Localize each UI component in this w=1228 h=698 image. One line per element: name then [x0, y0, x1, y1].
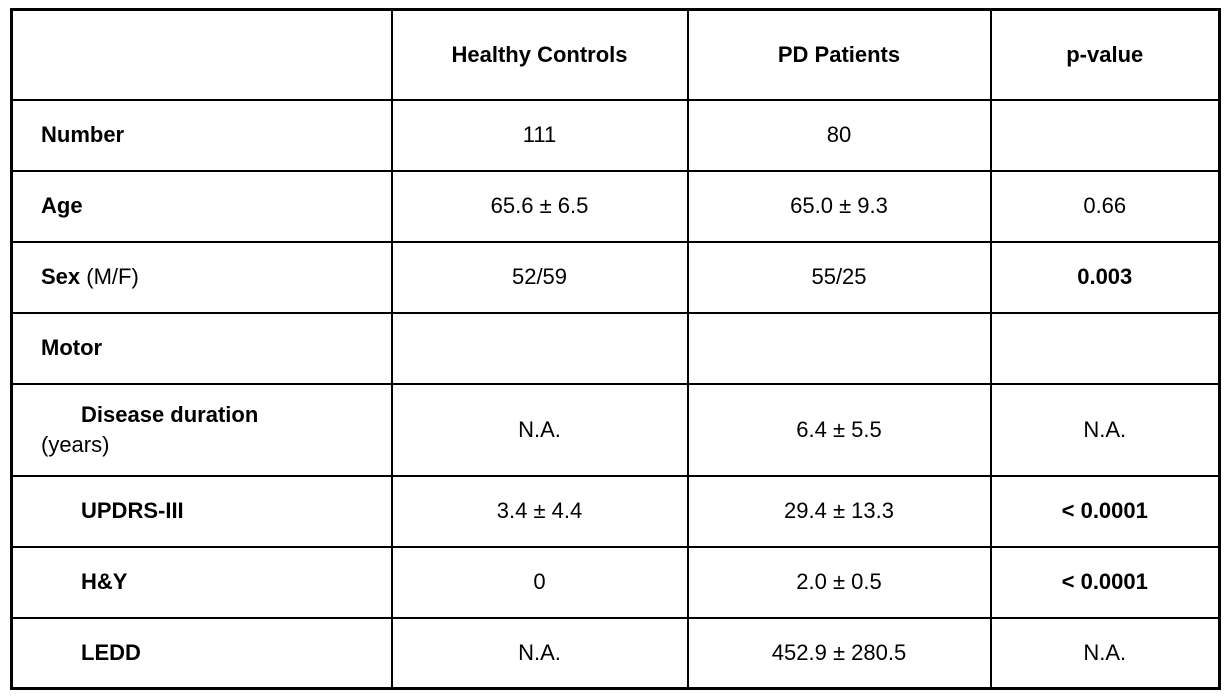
header-empty-cell — [10, 8, 393, 101]
row-label: Sex — [41, 264, 81, 289]
cell-p-value: 0.003 — [989, 240, 1221, 314]
table-row: LEDD N.A. 452.9 ± 280.5 N.A. — [10, 616, 1221, 690]
table-row: Sex (M/F) 52/59 55/25 0.003 — [10, 240, 1221, 314]
cell-healthy-controls: N.A. — [390, 382, 689, 477]
cell-healthy-controls: 3.4 ± 4.4 — [390, 474, 689, 548]
cell-pd-patients: 2.0 ± 0.5 — [686, 545, 992, 619]
cell-pd-patients: 6.4 ± 5.5 — [686, 382, 992, 477]
table-row: Motor — [10, 311, 1221, 385]
table-body: Number 111 80 Age 65.6 ± 6.5 65.0 ± 9.3 0.66 Se… — [10, 98, 1221, 690]
cell-p-value: N.A. — [989, 616, 1221, 690]
cell-healthy-controls: 111 — [390, 98, 689, 172]
row-label-suffix: (M/F) — [80, 264, 139, 289]
cell-pd-patients — [686, 311, 992, 385]
row-label: Number — [41, 122, 125, 147]
row-label: LEDD — [81, 639, 141, 665]
cell-healthy-controls: 0 — [390, 545, 689, 619]
row-label-cell: Number — [10, 98, 393, 172]
row-label: Motor — [41, 335, 103, 360]
row-label-cell: LEDD — [10, 616, 393, 690]
header-healthy-controls: Healthy Controls — [390, 8, 689, 101]
cell-healthy-controls: 52/59 — [390, 240, 689, 314]
row-label-cell: Sex (M/F) — [10, 240, 393, 314]
cell-healthy-controls: 65.6 ± 6.5 — [390, 169, 689, 243]
row-label: Age — [41, 193, 83, 218]
row-label-cell: H&Y — [10, 545, 393, 619]
table-row: Number 111 80 — [10, 98, 1221, 172]
cell-pd-patients: 29.4 ± 13.3 — [686, 474, 992, 548]
header-p-value: p-value — [989, 8, 1221, 101]
row-label: Disease duration — [81, 401, 259, 427]
cell-pd-patients: 55/25 — [686, 240, 992, 314]
cell-p-value: 0.66 — [989, 169, 1221, 243]
demographics-table: Healthy Controls PD Patients p-value Num… — [10, 8, 1221, 690]
cell-pd-patients: 80 — [686, 98, 992, 172]
cell-p-value: N.A. — [989, 382, 1221, 477]
row-label-cell: Disease duration (years) — [10, 382, 393, 477]
row-label: UPDRS-III — [81, 498, 184, 523]
table-row: UPDRS-III 3.4 ± 4.4 29.4 ± 13.3 < 0.0001 — [10, 474, 1221, 548]
row-label-cell: UPDRS-III — [10, 474, 393, 548]
header-row: Healthy Controls PD Patients p-value — [10, 8, 1221, 101]
table-row: Age 65.6 ± 6.5 65.0 ± 9.3 0.66 — [10, 169, 1221, 243]
row-label-cell: Age — [10, 169, 393, 243]
cell-pd-patients: 452.9 ± 280.5 — [686, 616, 992, 690]
row-label: H&Y — [81, 569, 128, 594]
cell-p-value: < 0.0001 — [989, 474, 1221, 548]
cell-healthy-controls: N.A. — [390, 616, 689, 690]
cell-healthy-controls — [390, 311, 689, 385]
table-row: H&Y 0 2.0 ± 0.5 < 0.0001 — [10, 545, 1221, 619]
table-row: Disease duration (years) N.A. 6.4 ± 5.5 N.A. — [10, 382, 1221, 477]
cell-p-value — [989, 311, 1221, 385]
row-label-suffix: (years) — [41, 431, 110, 457]
cell-pd-patients: 65.0 ± 9.3 — [686, 169, 992, 243]
cell-p-value — [989, 98, 1221, 172]
row-label-cell: Motor — [10, 311, 393, 385]
header-pd-patients: PD Patients — [686, 8, 992, 101]
cell-p-value: < 0.0001 — [989, 545, 1221, 619]
table-header: Healthy Controls PD Patients p-value — [10, 8, 1221, 101]
